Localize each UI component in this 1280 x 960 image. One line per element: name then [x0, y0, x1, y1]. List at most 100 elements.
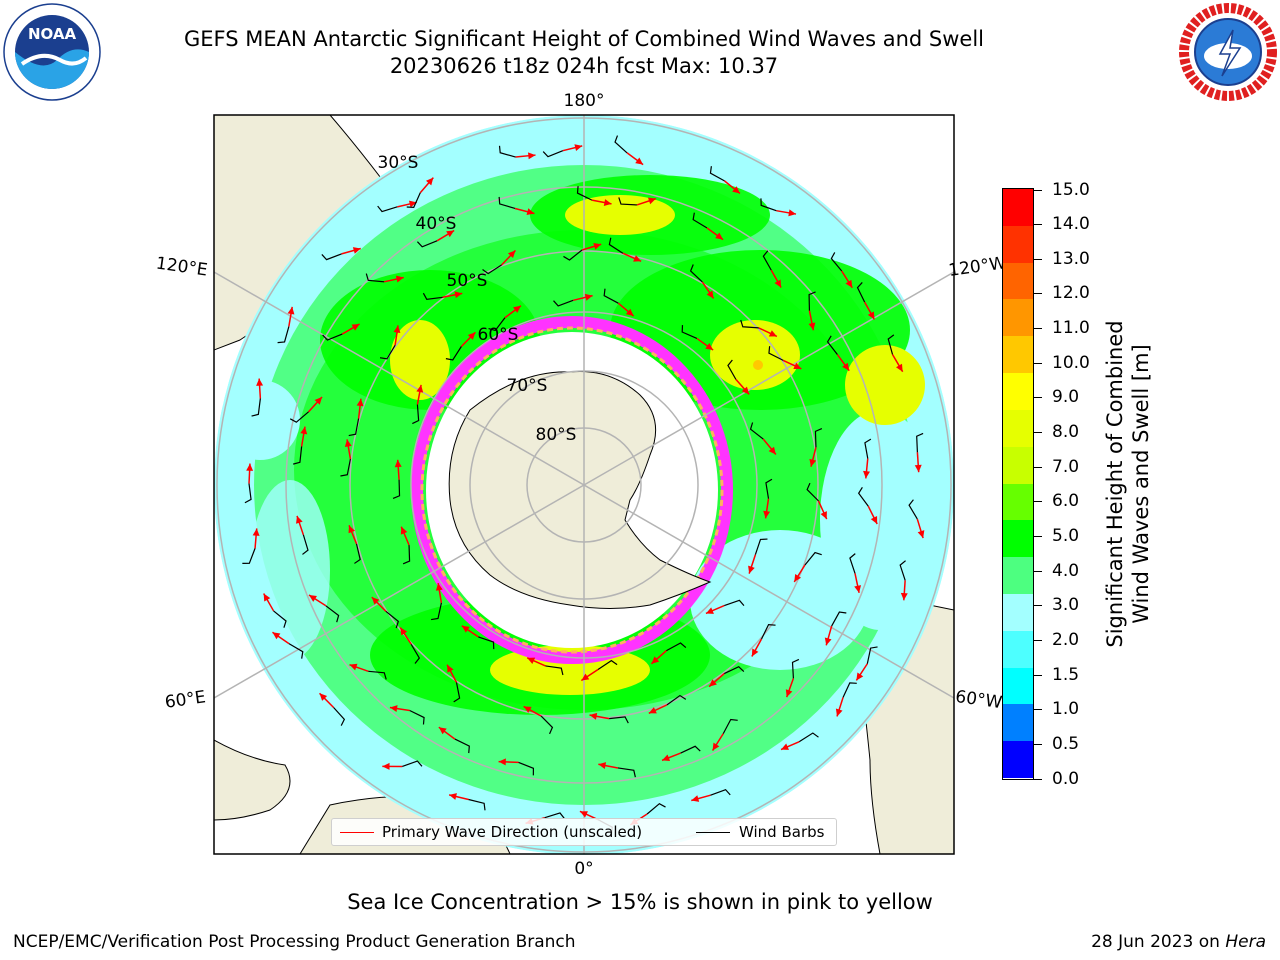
wave-arrow-head [647, 197, 656, 205]
wave-arrow-head [896, 363, 903, 372]
colorbar-segment [1003, 336, 1033, 374]
wind-barb [609, 716, 629, 724]
wave-arrow-head [715, 232, 724, 240]
wind-barb [831, 611, 847, 627]
wind-barb [689, 264, 703, 283]
wind-barb [765, 478, 773, 499]
legend-primary-wave-line [340, 832, 374, 833]
lat-label-60s: 60°S [478, 325, 519, 345]
antarctica-land [448, 370, 712, 609]
chart-title: GEFS MEAN Antarctic Significant Height o… [183, 27, 985, 51]
colorbar-tick-label: 10.0 [1052, 352, 1090, 373]
wave-arrow-head [584, 293, 593, 301]
wave-arrow-head [467, 332, 476, 340]
colorbar-tick [1034, 189, 1042, 191]
wave-arrow-head [709, 679, 717, 687]
wind-barb [614, 135, 628, 154]
wind-barb [416, 240, 438, 248]
colorbar-segment [1003, 373, 1033, 410]
wave-arrow-head [263, 593, 271, 602]
colorbar-title-line1: Significant Height of Combined [1103, 320, 1127, 648]
lon-label-0: 0° [574, 859, 593, 879]
wind-barb [754, 538, 768, 555]
legend-primary-wave-label: Primary Wave Direction (unscaled) [382, 823, 643, 841]
wind-barb [325, 605, 340, 623]
wave-arrow-head [589, 712, 598, 720]
colorbar-tick [1034, 535, 1042, 537]
wave-arrow-head [400, 627, 408, 636]
wave-arrow-head [854, 585, 862, 593]
wave-arrow-head [785, 689, 793, 698]
wind-barb [760, 198, 777, 212]
wind-barb [392, 479, 401, 500]
wind-barb [724, 665, 745, 675]
wave-arrow-head [793, 362, 802, 369]
wave-arrow-head [820, 511, 827, 520]
colorbar-tick [1034, 258, 1042, 260]
lat-label-70s: 70°S [507, 376, 548, 396]
wave-arrow-head [751, 648, 759, 657]
wave-arrow-head [768, 446, 776, 455]
wind-barb [563, 249, 583, 261]
wind-barb [333, 707, 346, 726]
colorbar-tick-label: 2.0 [1052, 629, 1080, 650]
colorbar-tick [1034, 224, 1042, 226]
wind-barb [762, 250, 772, 271]
wind-barb [680, 745, 701, 754]
wind-barbs [242, 135, 924, 835]
wave-arrow-head [625, 308, 634, 317]
wind-barb [412, 404, 420, 425]
wave-arrow-head [662, 754, 671, 761]
wind-barb [544, 812, 565, 819]
wave-arrow-head [579, 811, 588, 818]
wave-arrow-head [296, 515, 303, 524]
lat-label-40s: 40°S [416, 214, 457, 234]
wave-arrow-head [774, 279, 782, 288]
wave-arrow-head [705, 343, 714, 351]
wind-barb [849, 553, 856, 574]
wind-barb [288, 643, 304, 659]
colorbar-tick-label: 11.0 [1052, 318, 1090, 339]
colorbar-tick [1034, 293, 1042, 295]
wind-barb [727, 359, 737, 380]
wave-arrow-head [763, 510, 771, 519]
colorbar-tick-label: 5.0 [1052, 525, 1080, 546]
wave-arrow-head [835, 708, 843, 717]
wind-barb [251, 398, 261, 417]
colorbar-segment [1003, 704, 1033, 742]
wave-arrow-head [788, 209, 797, 217]
wind-barb [553, 299, 574, 307]
colorbar-segment [1003, 446, 1033, 484]
wave-direction-arrows [246, 144, 925, 826]
wind-barb [722, 718, 738, 734]
footer-credit: NCEP/EMC/Verification Post Processing Pr… [13, 932, 576, 952]
wave-arrow-head [794, 573, 802, 582]
wind-barb [498, 145, 516, 158]
colorbar-tick-label: 4.0 [1052, 560, 1080, 581]
colorbar-tick [1034, 397, 1042, 399]
map-frame [213, 114, 955, 855]
colorbar-tick [1034, 362, 1042, 364]
wind-barb [826, 335, 838, 355]
colorbar-tick [1034, 778, 1042, 780]
wave-arrow-head [314, 397, 323, 405]
wave-arrow-head [513, 305, 521, 313]
wind-barb [445, 346, 462, 361]
wind-barb [618, 197, 637, 206]
nws-logo-icon [1179, 3, 1277, 101]
colorbar-title: Significant Height of Combined Wind Wave… [1102, 284, 1154, 684]
wave-arrow-head [394, 459, 402, 468]
wind-barb [354, 543, 361, 564]
wave-arrow-head [454, 291, 463, 299]
wave-arrow-head [523, 706, 532, 713]
wind-barb [791, 658, 800, 679]
wave-arrow-head [449, 793, 457, 800]
wind-barb [814, 428, 823, 448]
wave-arrow-head [382, 762, 390, 770]
wind-barb [454, 738, 470, 754]
wind-barb [410, 643, 421, 664]
footer-machine: Hera [1225, 932, 1266, 952]
wind-barb [899, 560, 906, 581]
wind-barb [806, 482, 819, 502]
wave-arrow-head [741, 386, 750, 395]
